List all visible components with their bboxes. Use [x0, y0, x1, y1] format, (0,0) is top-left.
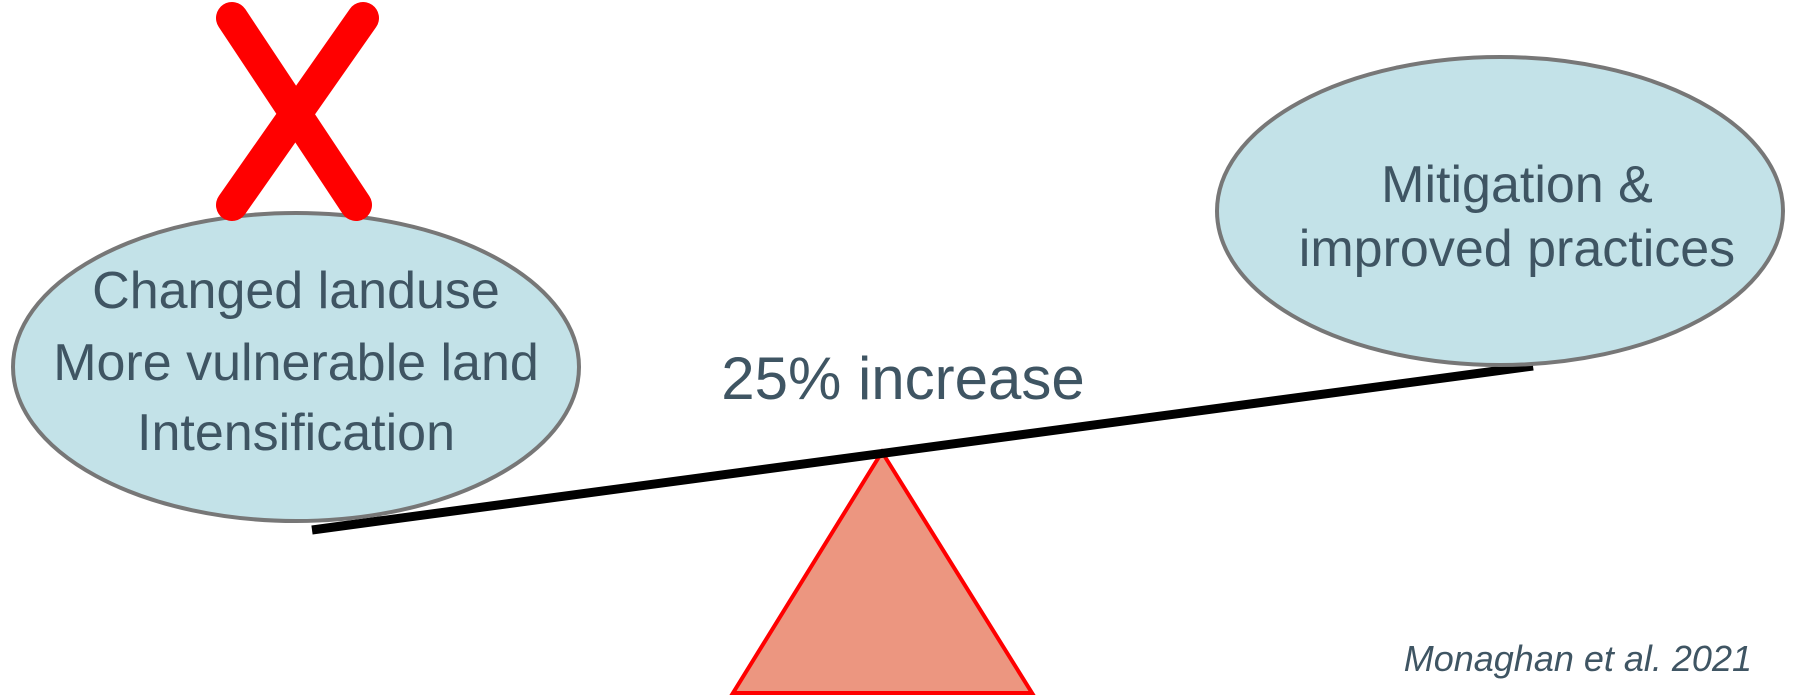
left-bubble-line-2: More vulnerable land: [53, 334, 539, 392]
fulcrum-triangle: [729, 448, 1036, 695]
right-bubble: [1215, 55, 1785, 367]
left-bubble-line-3: Intensification: [137, 404, 455, 462]
left-bubble: [11, 211, 581, 523]
right-bubble-line-2: improved practices: [1299, 220, 1735, 278]
balance-beam: [311, 361, 1534, 535]
left-bubble-line-1: Changed landuse: [92, 262, 500, 320]
right-bubble-line-1: Mitigation &: [1381, 156, 1653, 214]
citation: Monaghan et al. 2021: [1404, 638, 1752, 679]
increase-label: 25% increase: [721, 345, 1085, 412]
cross-mark-icon: [216, 2, 379, 221]
